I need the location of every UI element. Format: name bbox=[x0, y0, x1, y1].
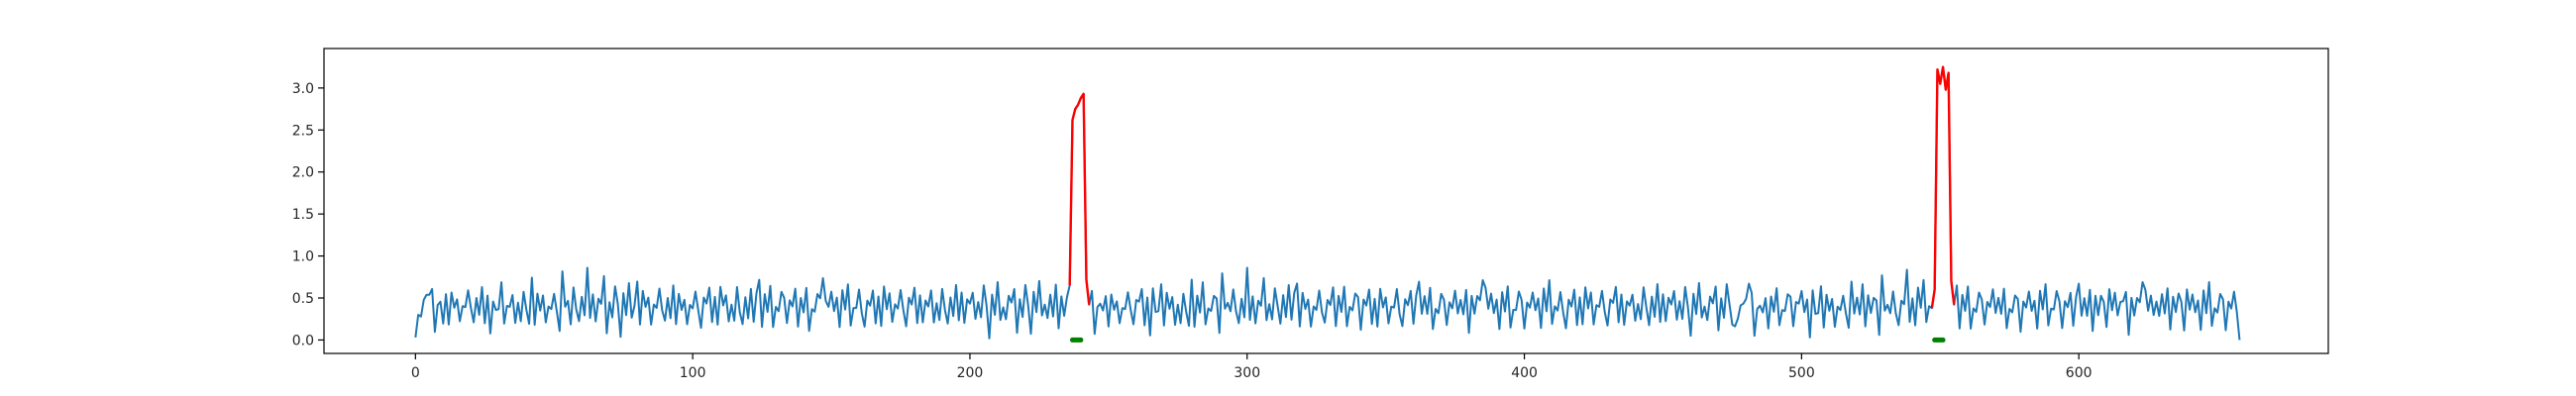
series-layer bbox=[414, 65, 2241, 341]
y-tick-label-1.5: 1.5 bbox=[292, 207, 314, 223]
y-tick-label-3: 3.0 bbox=[292, 81, 314, 97]
series-line-signal bbox=[414, 65, 2241, 341]
x-tick-label-200: 200 bbox=[957, 365, 984, 381]
x-tick-label-600: 600 bbox=[2066, 365, 2093, 381]
x-tick-label-0: 0 bbox=[411, 365, 420, 381]
y-tick-label-2.5: 2.5 bbox=[292, 123, 314, 139]
plot-frame bbox=[323, 48, 2329, 354]
x-tick-label-400: 400 bbox=[1511, 365, 1538, 381]
y-tick-label-1: 1.0 bbox=[292, 249, 314, 265]
y-tick-label-0.5: 0.5 bbox=[292, 291, 314, 307]
y-tick-label-0: 0.0 bbox=[292, 333, 314, 348]
anomaly-segment-2 bbox=[1930, 65, 1956, 309]
x-tick-label-100: 100 bbox=[680, 365, 706, 381]
x-tick-label-300: 300 bbox=[1234, 365, 1260, 381]
axes: 0 100 200 300 400 500 600 0.0 0.5 1.0 1.5 2.0 2.5 3.0 bbox=[292, 48, 2329, 381]
anomaly-segment-1 bbox=[1068, 92, 1091, 305]
y-tick-label-2: 2.0 bbox=[292, 165, 314, 181]
x-tick-label-500: 500 bbox=[1788, 365, 1815, 381]
anomaly-layer bbox=[1068, 65, 1956, 309]
